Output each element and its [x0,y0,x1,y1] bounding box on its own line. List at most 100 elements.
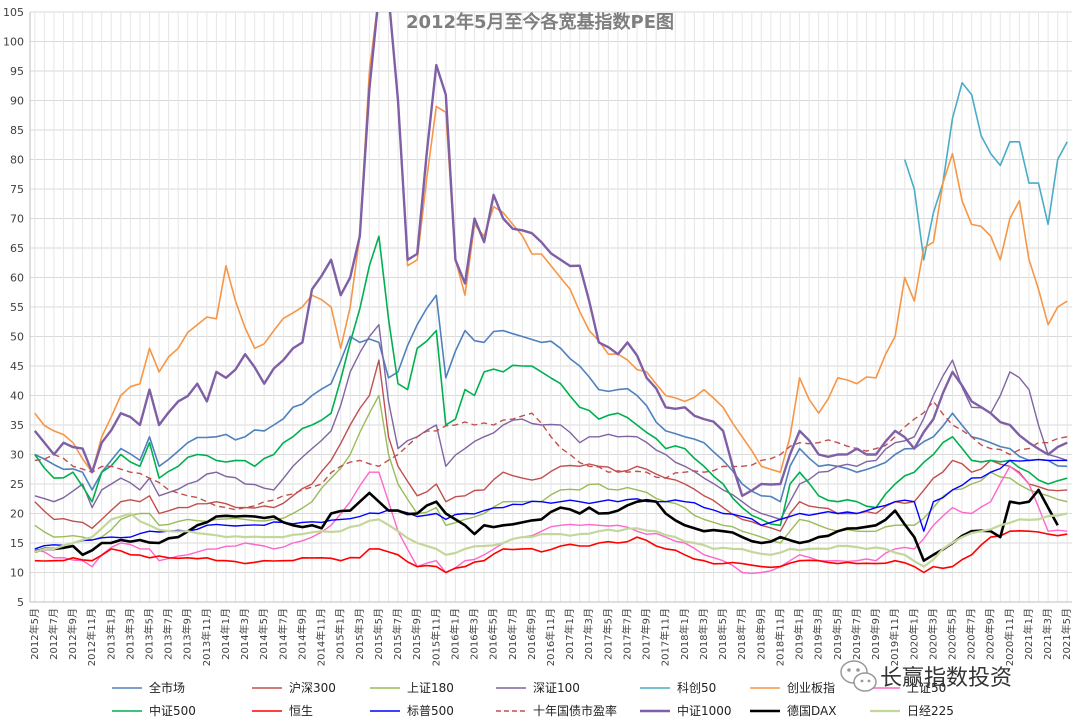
x-tick-label: 2013年7月 [162,608,175,660]
y-tick-label: 40 [10,390,24,403]
x-tick-label: 2017年7月 [620,608,633,660]
legend-item: 上证50 [870,681,946,695]
x-tick-label: 2012年5月 [28,608,41,660]
x-tick-label: 2017年1月 [563,608,576,660]
x-tick-label: 2021年1月 [1022,608,1035,660]
legend-label: 恒生 [289,704,313,718]
y-tick-label: 45 [10,360,24,373]
x-tick-label: 2012年11月 [85,608,98,666]
x-tick-label: 2013年11月 [200,608,213,666]
x-tick-label: 2016年11月 [544,608,557,666]
x-tick-label: 2017年9月 [640,608,653,660]
legend-item: 中证1000 [640,703,732,718]
legend-item: 中证500 [112,703,196,718]
x-tick-label: 2017年11月 [659,608,672,666]
series-line [34,400,1068,511]
series-line [34,530,1068,574]
x-tick-label: 2017年5月 [601,608,614,660]
x-tick-label: 2016年9月 [525,608,538,660]
legend-label: 全市场 [149,680,185,695]
y-tick-label: 95 [10,65,24,78]
legend-label: 上证180 [407,681,454,695]
chart-title: 2012年5月至今各宽基指数PE图 [406,11,674,33]
x-tick-label: 2015年11月 [429,608,442,666]
y-tick-label: 105 [3,6,24,19]
x-tick-label: 2015年7月 [391,608,404,660]
series-line [34,294,1068,503]
x-tick-label: 2019年11月 [888,608,901,666]
x-tick-label: 2018年1月 [678,608,691,660]
x-tick-label: 2018年5月 [716,608,729,660]
legend-item: 沪深300 [252,681,336,695]
y-tick-label: 35 [10,419,24,432]
x-tick-label: 2018年9月 [754,608,767,660]
y-tick-label: 80 [10,154,24,167]
series-line [34,512,1068,568]
x-tick-label: 2013年5月 [142,608,155,660]
legend-label: 沪深300 [289,681,336,695]
y-tick-label: 30 [10,449,24,462]
legend-item: 全市场 [112,680,185,695]
x-tick-label: 2012年7月 [47,608,60,660]
x-tick-label: 2014年1月 [219,608,232,660]
y-tick-label: 90 [10,95,24,108]
y-tick-label: 60 [10,272,24,285]
x-tick-label: 2020年9月 [984,608,997,660]
x-tick-label: 2019年7月 [850,608,863,660]
legend-item: 深证100 [496,681,580,695]
legend-item: 科创50 [640,681,716,695]
series-line [33,12,1068,497]
series-line [34,324,1068,521]
axes: 5 10 15 20 25 30 35 40 45 50 55 60 65 70 75 80 85 90 95 100… [3,6,1073,666]
series-line [34,12,1068,473]
x-tick-label: 2018年7月 [735,608,748,660]
x-tick-label: 2014年9月 [295,608,308,660]
x-tick-label: 2014年3月 [238,608,251,660]
x-tick-label: 2016年7月 [506,608,519,660]
legend-item: 十年国债市盈率 [496,703,617,718]
y-tick-label: 75 [10,183,24,196]
legend: 全市场 沪深300 上证180 深证100 科创50 创业板指 上证50 中证500 恒生 标普5… [112,680,954,718]
legend-label: 创业板指 [787,680,835,695]
x-tick-label: 2013年1月 [104,608,117,660]
series-line [903,82,1068,261]
x-tick-label: 2014年7月 [276,608,289,660]
legend-item: 恒生 [252,704,313,718]
x-tick-label: 2015年3月 [353,608,366,660]
x-tick-label: 2014年11月 [315,608,328,666]
legend-label: 深证100 [533,681,580,695]
x-tick-label: 2015年1月 [334,608,347,660]
x-tick-label: 2016年3月 [468,608,481,660]
x-tick-label: 2018年3月 [697,608,710,660]
x-tick-label: 2020年7月 [965,608,978,660]
x-tick-label: 2020年11月 [1003,608,1016,666]
legend-label: 标普500 [407,704,454,718]
series-line [34,235,1068,527]
legend-label: 中证1000 [677,703,732,718]
y-tick-label: 70 [10,213,24,226]
y-tick-label: 20 [10,508,24,521]
x-tick-label: 2019年1月 [793,608,806,660]
x-tick-label: 2013年9月 [181,608,194,660]
legend-label: 十年国债市盈率 [533,703,617,718]
y-tick-label: 5 [17,596,24,609]
legend-label: 日经225 [907,704,954,718]
legend-label: 科创50 [677,681,716,695]
x-tick-label: 2016年5月 [487,608,500,660]
wechat-logo-icon [840,660,877,692]
y-tick-label: 10 [10,567,24,580]
series-line [34,465,1068,575]
watermark-text: 长赢指数投资 [880,666,1012,691]
watermark: 长赢指数投资 [840,660,1012,692]
legend-item: 创业板指 [750,680,835,695]
x-tick-label: 2016年1月 [448,608,461,660]
legend-label: 德国DAX [787,703,836,718]
x-tick-label: 2019年9月 [869,608,882,660]
x-tick-label: 2019年5月 [831,608,844,660]
y-tick-label: 55 [10,301,24,314]
series-lines [33,12,1068,575]
x-tick-label: 2018年11月 [773,608,786,666]
x-tick-label: 2021年5月 [1060,608,1073,660]
